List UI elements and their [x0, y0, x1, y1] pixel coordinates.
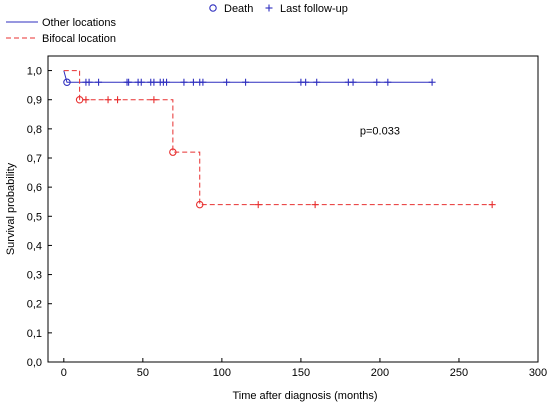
death-marker [195, 200, 204, 209]
censor-mark [85, 78, 93, 86]
x-tick-label: 150 [292, 367, 310, 379]
legend-follow-up-label: Last follow-up [280, 3, 348, 15]
y-tick-label: 0,8 [27, 124, 42, 136]
legend-label-other-locations: Other locations [42, 17, 116, 29]
plot-area: p=0.033 [63, 70, 496, 209]
y-tick-label: 0,0 [27, 357, 42, 369]
x-tick-label: 50 [137, 367, 149, 379]
axes: 0,0 0,1 0,2 0,3 0,4 0,5 0,6 0,7 0,8 0,9 1,0 0 50 100 1… [5, 55, 547, 402]
censor-mark [302, 78, 310, 86]
censor-mark [313, 78, 321, 86]
y-tick-label: 0,2 [27, 299, 42, 311]
series-other-locations [63, 70, 436, 86]
y-tick-label: 0,9 [27, 95, 42, 107]
y-tick-label: 0,5 [27, 211, 42, 223]
censor-mark [199, 78, 207, 86]
death-marker [169, 148, 177, 156]
x-tick-label: 200 [371, 367, 389, 379]
censor-mark [189, 78, 197, 86]
legend-death-marker [209, 4, 217, 12]
plot-frame [47, 55, 539, 363]
death-marker [63, 78, 71, 86]
censor-mark [428, 78, 436, 86]
legend-death-label: Death [224, 3, 253, 15]
censor-mark [349, 78, 357, 86]
censor-mark [150, 78, 158, 86]
censor-mark [82, 96, 90, 104]
y-tick-label: 1,0 [27, 66, 42, 78]
series-bifocal-location [63, 70, 496, 209]
censor-mark [223, 78, 231, 86]
x-tick-label: 250 [450, 367, 468, 379]
survival-curve [63, 70, 493, 206]
death-marker [75, 95, 84, 104]
censor-mark [311, 201, 319, 209]
censor-mark [137, 78, 145, 86]
censor-mark [488, 201, 496, 209]
y-tick-label: 0,6 [27, 182, 42, 194]
censor-mark [95, 78, 103, 86]
y-tick-label: 0,4 [27, 240, 42, 252]
legend-label-bifocal-location: Bifocal location [42, 33, 116, 45]
censor-mark [125, 78, 133, 86]
legend: Death Last follow-up Other locations Bifoca… [6, 3, 348, 45]
y-tick-label: 0,7 [27, 153, 42, 165]
y-tick-label: 0,3 [27, 270, 42, 282]
censor-mark [104, 96, 112, 104]
x-tick-label: 100 [213, 367, 231, 379]
p-value-annotation: p=0.033 [360, 126, 400, 138]
x-tick-label: 300 [529, 367, 547, 379]
x-tick-label: 0 [61, 367, 67, 379]
censor-mark [163, 78, 171, 86]
censor-mark [150, 96, 158, 104]
censor-mark [114, 96, 122, 104]
y-axis-title: Survival probability [5, 162, 17, 255]
censor-mark [373, 78, 381, 86]
y-tick-label: 0,1 [27, 328, 42, 340]
censor-mark [242, 78, 250, 86]
censor-mark [254, 201, 262, 209]
x-axis-title: Time after diagnosis (months) [232, 390, 377, 402]
survival-curve [63, 70, 433, 83]
censor-mark [384, 78, 392, 86]
censor-mark [180, 78, 188, 86]
legend-follow-up-marker [265, 4, 273, 12]
